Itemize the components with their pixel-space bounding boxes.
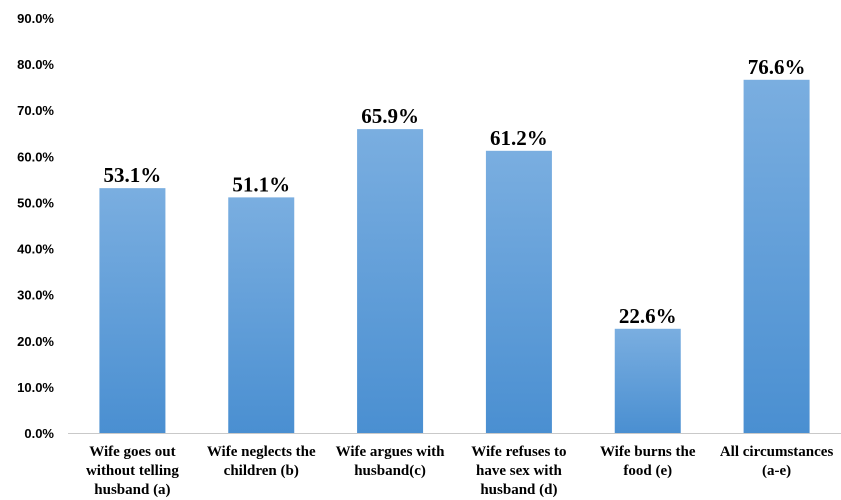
bar xyxy=(743,79,810,434)
data-label: 76.6% xyxy=(748,55,806,79)
bar xyxy=(357,129,424,433)
y-tick-label: 60.0% xyxy=(17,149,54,164)
data-label: 22.6% xyxy=(619,304,677,328)
y-axis-ticks: 0.0% 10.0% 20.0% 30.0% 40.0% 50.0% 60.0% 70.0% 8… xyxy=(17,11,54,441)
bar xyxy=(485,150,552,434)
x-tick-label: Wife argues with husband(c) xyxy=(336,444,446,479)
data-label: 51.1% xyxy=(232,172,290,196)
bar xyxy=(99,188,166,433)
x-tick-label: Wife goes out without telling husband (a) xyxy=(86,444,179,498)
x-axis-ticks: Wife goes out without telling husband (a) W… xyxy=(86,444,834,498)
y-tick-label: 70.0% xyxy=(17,103,54,118)
bar xyxy=(614,328,681,433)
x-tick-label: Wife refuses to have sex with husband (d) xyxy=(471,444,566,498)
data-labels: 53.1% 51.1% 65.9% 61.2% 22.6% 76.6% xyxy=(104,55,806,328)
data-label: 53.1% xyxy=(104,163,162,187)
y-tick-label: 10.0% xyxy=(17,380,54,395)
y-tick-label: 50.0% xyxy=(17,195,54,210)
bar xyxy=(228,197,295,433)
bars xyxy=(99,79,810,434)
y-tick-label: 40.0% xyxy=(17,242,54,257)
y-tick-label: 20.0% xyxy=(17,334,54,349)
data-label: 61.2% xyxy=(490,126,548,150)
y-tick-label: 0.0% xyxy=(24,426,54,441)
x-tick-label: Wife neglects the children (b) xyxy=(207,444,316,479)
data-label: 65.9% xyxy=(361,104,419,128)
x-tick-label: All circumstances (a-e) xyxy=(720,444,834,479)
y-tick-label: 30.0% xyxy=(17,288,54,303)
y-tick-label: 90.0% xyxy=(17,11,54,26)
x-tick-label: Wife burns the food (e) xyxy=(600,444,696,479)
y-tick-label: 80.0% xyxy=(17,57,54,72)
